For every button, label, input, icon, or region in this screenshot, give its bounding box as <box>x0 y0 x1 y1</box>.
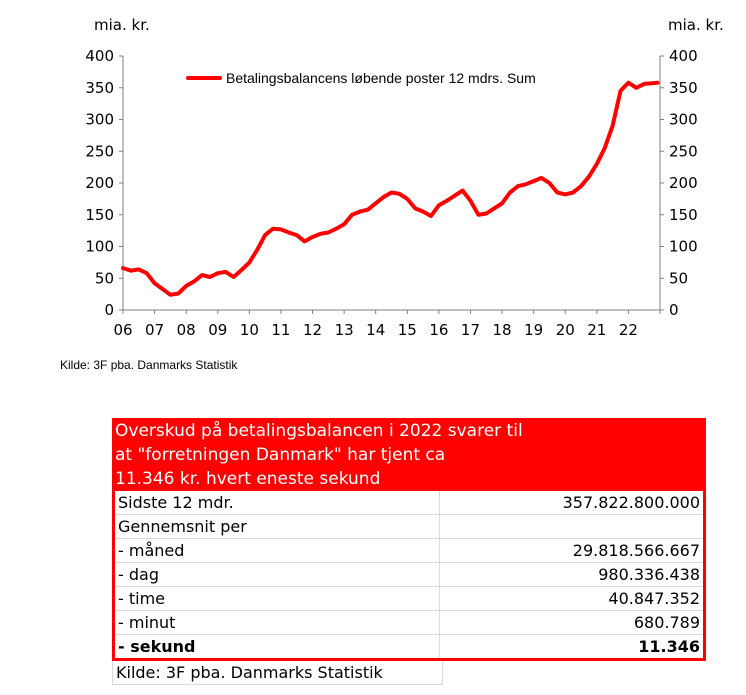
y-tick-label-right: 400 <box>669 47 698 65</box>
y-tick-label-right: 150 <box>669 206 698 224</box>
row-value: 980.336.438 <box>598 565 700 584</box>
y-tick-label-left: 300 <box>85 111 114 129</box>
row-value: 40.847.352 <box>608 589 700 608</box>
y-tick-label-right: 300 <box>669 111 698 129</box>
y-tick-label-right: 250 <box>669 142 698 160</box>
table-row: - måned 29.818.566.667 <box>115 538 703 562</box>
row-value: 11.346 <box>638 637 700 656</box>
y-tick-label-right: 350 <box>669 79 698 97</box>
table-banner: Overskud på betalingsbalancen i 2022 sva… <box>112 418 706 491</box>
chart-source-note: Kilde: 3F pba. Danmarks Statistik <box>60 358 238 372</box>
x-tick-label: 14 <box>366 321 385 339</box>
table-row: - minut 680.789 <box>115 610 703 634</box>
y-axis-unit-right: mia. kr. <box>668 16 724 34</box>
y-tick-label-left: 200 <box>85 174 114 192</box>
table-row: - time 40.847.352 <box>115 586 703 610</box>
line-chart: mia. kr. mia. kr. 0 0 50 50 100 100 150 150 200 2… <box>85 16 724 339</box>
row-value: 680.789 <box>633 613 700 632</box>
x-tick-label: 21 <box>587 321 606 339</box>
y-tick-label-left: 250 <box>85 142 114 160</box>
x-tick-label: 17 <box>461 321 480 339</box>
row-label: Sidste 12 mdr. <box>115 491 440 514</box>
y-tick-label-right: 50 <box>669 269 688 287</box>
row-label: - time <box>115 587 440 610</box>
x-tick-label: 22 <box>619 321 638 339</box>
banner-line: Overskud på betalingsbalancen i 2022 sva… <box>115 421 523 441</box>
row-value: 29.818.566.667 <box>572 541 700 560</box>
table-row: Sidste 12 mdr. 357.822.800.000 <box>115 491 703 514</box>
row-label: - måned <box>115 539 440 562</box>
x-tick-label: 16 <box>429 321 448 339</box>
row-value: 357.822.800.000 <box>562 493 700 512</box>
banner-line: 11.346 kr. hvert eneste sekund <box>115 469 381 489</box>
y-tick-label-left: 100 <box>85 238 114 256</box>
y-tick-label-right: 0 <box>669 301 679 319</box>
x-tick-label: 07 <box>145 321 164 339</box>
y-tick-label-left: 350 <box>85 79 114 97</box>
table-row: - sekund 11.346 <box>115 634 703 658</box>
x-tick-label: 20 <box>556 321 575 339</box>
row-label: - dag <box>115 563 440 586</box>
x-tick-label: 15 <box>398 321 417 339</box>
table-body: Sidste 12 mdr. 357.822.800.000 Gennemsni… <box>112 491 706 661</box>
x-tick-label: 08 <box>177 321 196 339</box>
x-tick-label: 19 <box>524 321 543 339</box>
table-row: - dag 980.336.438 <box>115 562 703 586</box>
y-tick-label-left: 0 <box>104 301 114 319</box>
row-value <box>440 515 703 538</box>
series-line <box>121 80 660 297</box>
y-tick-label-right: 200 <box>669 174 698 192</box>
legend-label: Betalingsbalancens løbende poster 12 mdr… <box>226 70 536 86</box>
x-tick-label: 12 <box>303 321 322 339</box>
y-tick-label-left: 50 <box>95 269 114 287</box>
row-label: Gennemsnit per <box>115 515 440 538</box>
x-tick-label: 10 <box>240 321 259 339</box>
row-label: - minut <box>115 611 440 634</box>
chart-canvas: 0 0 50 50 100 100 150 150 200 200 250 250 300 300 350 3… <box>85 47 698 339</box>
x-tick-label: 06 <box>113 321 132 339</box>
y-tick-label-right: 100 <box>669 238 698 256</box>
banner-line: at "forretningen Danmark" har tjent ca <box>115 445 446 465</box>
row-label: - sekund <box>115 635 440 658</box>
y-tick-label-left: 400 <box>85 47 114 65</box>
x-tick-label: 09 <box>208 321 227 339</box>
x-tick-label: 11 <box>271 321 290 339</box>
x-tick-label: 18 <box>493 321 512 339</box>
y-tick-label-left: 150 <box>85 206 114 224</box>
table-footer: Kilde: 3F pba. Danmarks Statistik <box>112 661 706 685</box>
y-axis-unit-left: mia. kr. <box>94 16 150 34</box>
x-tick-label: 13 <box>335 321 354 339</box>
table-row: Gennemsnit per <box>115 514 703 538</box>
summary-table: Overskud på betalingsbalancen i 2022 sva… <box>112 418 706 685</box>
table-source-note: Kilde: 3F pba. Danmarks Statistik <box>112 661 443 685</box>
